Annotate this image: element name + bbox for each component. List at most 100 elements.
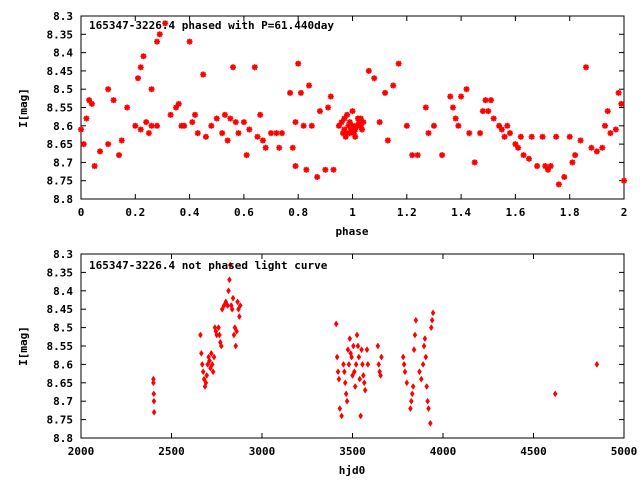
data-point xyxy=(349,353,354,361)
data-point xyxy=(601,122,608,129)
data-point xyxy=(342,368,347,376)
data-point xyxy=(361,371,366,379)
x-tick-label: 1.8 xyxy=(560,206,580,219)
data-point xyxy=(237,302,243,309)
data-point xyxy=(506,130,513,137)
data-point xyxy=(137,126,144,133)
data-point xyxy=(351,342,356,350)
data-point xyxy=(148,122,155,129)
data-point xyxy=(599,144,606,151)
data-point xyxy=(181,122,188,129)
y-tick-label: 8.75 xyxy=(47,414,74,427)
data-point xyxy=(539,133,546,140)
y-tick-label: 8.65 xyxy=(47,377,74,390)
data-point xyxy=(337,405,343,413)
data-point xyxy=(422,104,429,111)
data-point xyxy=(335,368,341,376)
data-point xyxy=(350,130,357,137)
data-point xyxy=(409,397,414,405)
y-tick-label: 8.75 xyxy=(47,175,74,188)
data-point xyxy=(410,383,416,390)
data-point xyxy=(342,379,348,387)
data-point xyxy=(604,108,611,115)
data-point xyxy=(237,313,242,321)
data-point xyxy=(200,368,206,376)
data-point xyxy=(420,360,426,368)
data-point xyxy=(390,82,397,89)
data-point xyxy=(534,163,541,170)
y-tick-label: 8.4 xyxy=(53,47,73,60)
data-point xyxy=(618,100,625,107)
data-point xyxy=(412,331,418,339)
y-tick-label: 8.65 xyxy=(47,138,74,151)
data-point xyxy=(167,111,174,118)
y-tick-label: 8.45 xyxy=(47,303,74,316)
data-point xyxy=(452,115,459,122)
data-point xyxy=(356,353,362,361)
data-point xyxy=(375,342,381,350)
data-point xyxy=(322,166,329,173)
data-point xyxy=(341,115,348,122)
data-point xyxy=(173,104,180,111)
data-point xyxy=(151,397,157,405)
data-point xyxy=(186,38,193,45)
data-point xyxy=(78,126,84,133)
data-point xyxy=(224,137,231,144)
data-point xyxy=(316,108,323,115)
data-point xyxy=(336,375,342,383)
data-point xyxy=(528,133,535,140)
data-point xyxy=(343,390,349,398)
data-point xyxy=(132,122,139,129)
x-tick-label: 0.4 xyxy=(180,206,200,219)
data-point xyxy=(439,152,446,159)
data-point xyxy=(273,130,280,137)
data-point xyxy=(334,353,340,361)
data-point xyxy=(189,119,196,126)
data-point xyxy=(466,130,473,137)
data-point xyxy=(425,130,432,137)
data-point xyxy=(297,89,304,96)
data-point xyxy=(86,97,93,104)
data-point xyxy=(477,130,484,137)
data-point xyxy=(339,130,346,137)
data-point xyxy=(471,159,478,166)
data-point xyxy=(327,93,334,100)
data-point xyxy=(345,346,351,354)
y-tick-label: 8.8 xyxy=(53,193,73,206)
y-tick-label: 8.7 xyxy=(53,395,73,408)
data-point xyxy=(352,126,359,133)
data-point xyxy=(417,368,422,376)
data-point xyxy=(207,357,212,365)
data-point xyxy=(235,298,240,306)
data-point xyxy=(105,86,112,93)
data-point xyxy=(364,346,370,354)
data-point xyxy=(498,126,505,133)
data-point xyxy=(395,60,402,67)
data-point xyxy=(423,353,429,361)
data-point xyxy=(426,405,431,413)
data-point xyxy=(458,93,465,100)
data-point xyxy=(371,75,378,82)
data-point xyxy=(612,126,619,133)
data-point xyxy=(520,152,527,159)
data-point xyxy=(339,412,344,420)
data-point xyxy=(376,119,383,126)
data-point xyxy=(400,353,406,361)
x-tick-label: 4000 xyxy=(430,445,457,458)
data-point xyxy=(156,31,163,38)
data-point xyxy=(219,130,226,137)
data-point xyxy=(566,133,573,140)
data-point xyxy=(361,379,367,387)
data-point xyxy=(447,93,454,100)
data-point xyxy=(449,104,456,111)
data-point xyxy=(359,346,364,354)
data-point xyxy=(308,122,315,129)
data-point xyxy=(300,122,307,129)
data-point xyxy=(213,115,220,122)
data-point xyxy=(230,64,237,71)
chart-title: 165347-3226.4 phased with P=61.440day xyxy=(89,19,334,32)
data-point xyxy=(357,122,364,129)
x-tick-label: 0.8 xyxy=(288,206,308,219)
data-point xyxy=(525,155,532,162)
data-point xyxy=(330,166,337,173)
